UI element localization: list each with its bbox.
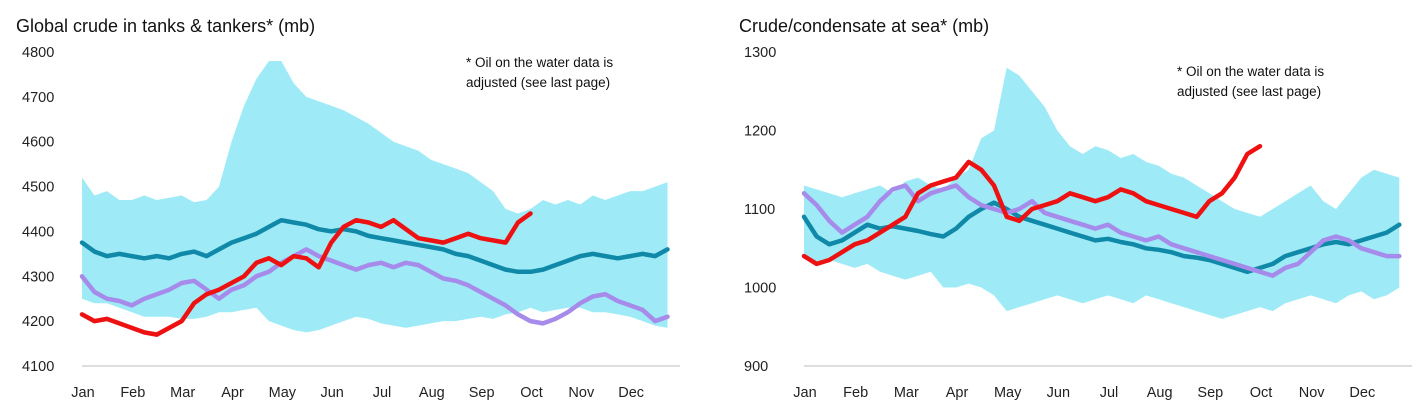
y-tick-label: 1100 [744, 202, 775, 218]
x-tick-label: Dec [618, 385, 644, 401]
y-tick-label: 4200 [22, 314, 54, 330]
x-tick-label: Aug [419, 385, 445, 401]
range-band [82, 61, 668, 333]
chart-plot-area: 900 1000 1100 1200 1300 Jan Feb Mar Apr May Jun Jul… [744, 45, 1412, 401]
y-tick-label: 900 [744, 359, 768, 375]
x-tick-label: Oct [520, 385, 543, 401]
series-line-purple [79, 247, 670, 326]
x-tick-label: Mar [170, 385, 195, 401]
x-tick-label: Apr [946, 385, 969, 401]
x-tick-label: Jan [71, 385, 94, 401]
x-tick-label: Sep [1197, 385, 1223, 401]
x-tick-label: Oct [1250, 385, 1273, 401]
chart-plot-area: 4100 4200 4300 4400 4500 4600 4700 4800 Jan Feb Ma… [22, 45, 680, 401]
chart-panel-crude-at-sea: Crude/condensate at sea* (mb) 900 1000 110… [722, 0, 1428, 413]
series-line-teal [79, 217, 670, 275]
y-tick-label: 4400 [22, 224, 54, 240]
y-tick-label: 4600 [22, 135, 54, 151]
x-tick-label: Mar [894, 385, 919, 401]
x-tick-label: Jun [320, 385, 343, 401]
y-tick-label: 4700 [22, 90, 54, 106]
y-tick-label: 4800 [22, 45, 54, 61]
x-tick-label: Jan [793, 385, 816, 401]
y-tick-label: 1200 [744, 124, 776, 140]
x-tick-label: Nov [568, 385, 595, 401]
x-tick-label: Dec [1349, 385, 1375, 401]
y-tick-label: 1300 [744, 45, 776, 61]
chart-annotation: * Oil on the water data is adjusted (see… [466, 55, 614, 90]
x-tick-label: Nov [1299, 385, 1326, 401]
x-tick-label: May [994, 385, 1022, 401]
x-tick-label: Feb [843, 385, 868, 401]
x-tick-label: Aug [1147, 385, 1173, 401]
y-tick-label: 4100 [22, 359, 54, 375]
series-line-red [801, 143, 1263, 267]
series-line-teal [801, 200, 1402, 275]
range-band [804, 67, 1400, 319]
series-line-purple [801, 183, 1402, 278]
x-tick-label: Jul [373, 385, 392, 401]
chart-title: Crude/condensate at sea* (mb) [739, 16, 990, 36]
x-tick-label: May [269, 385, 297, 401]
y-tick-label: 4300 [22, 269, 54, 285]
chart-panel-global-crude: Global crude in tanks & tankers* (mb) 41… [0, 0, 705, 413]
series-line-red [79, 211, 533, 337]
x-tick-label: Feb [120, 385, 145, 401]
chart-title: Global crude in tanks & tankers* (mb) [16, 16, 316, 36]
x-tick-label: Jul [1100, 385, 1119, 401]
chart-annotation: * Oil on the water data is adjusted (see… [1177, 64, 1325, 99]
x-tick-label: Jun [1047, 385, 1070, 401]
x-tick-label: Sep [469, 385, 495, 401]
x-tick-label: Apr [221, 385, 244, 401]
y-tick-label: 4500 [22, 180, 54, 196]
y-tick-label: 1000 [744, 281, 776, 297]
